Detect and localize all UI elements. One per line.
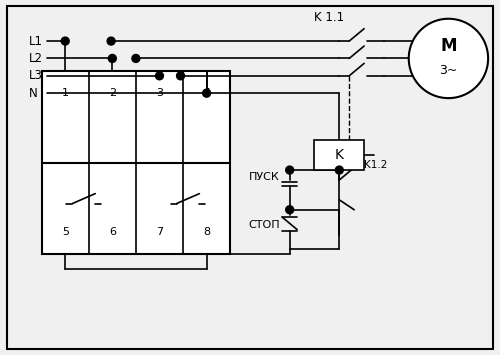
Text: 7: 7 [156,227,163,237]
Text: L3: L3 [29,69,43,82]
Text: 8: 8 [203,227,210,237]
Circle shape [156,72,164,80]
Circle shape [286,206,294,214]
Text: 6: 6 [109,227,116,237]
Text: 1: 1 [62,88,68,98]
Circle shape [108,54,116,62]
FancyBboxPatch shape [7,6,493,349]
Text: K1.2: K1.2 [364,160,388,170]
Text: L1: L1 [29,34,43,48]
Text: 2: 2 [109,88,116,98]
Circle shape [176,72,184,80]
Text: N: N [29,87,38,100]
Text: L2: L2 [29,52,43,65]
Text: K: K [335,148,344,162]
Text: ПУСК: ПУСК [249,173,280,182]
Text: 3~: 3~ [439,64,458,77]
Circle shape [61,37,69,45]
Circle shape [408,19,488,98]
FancyBboxPatch shape [314,140,364,170]
Circle shape [286,166,294,174]
Circle shape [107,37,115,45]
FancyBboxPatch shape [42,71,230,255]
Text: M: M [440,37,456,55]
Text: СТОП: СТОП [248,220,280,230]
Text: 5: 5 [62,227,68,237]
Text: 4: 4 [203,88,210,98]
Circle shape [202,89,210,97]
Circle shape [336,166,344,174]
Circle shape [132,54,140,62]
Text: K 1.1: K 1.1 [314,11,344,24]
Text: 3: 3 [156,88,163,98]
